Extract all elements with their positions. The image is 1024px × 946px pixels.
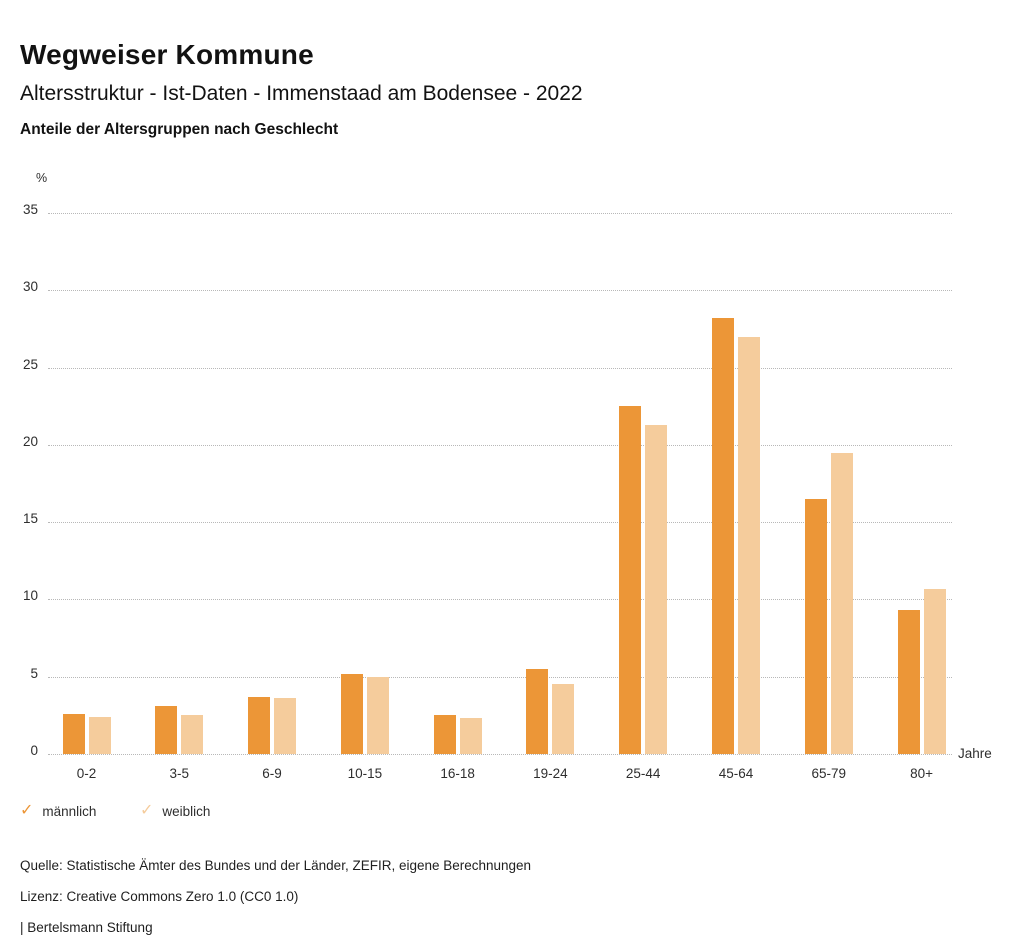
footer-license: Lizenz: Creative Commons Zero 1.0 (CC0 1… bbox=[20, 888, 299, 904]
y-tick-label: 20 bbox=[22, 433, 38, 449]
gridline bbox=[48, 754, 952, 755]
bar-weiblich-65-79 bbox=[830, 452, 853, 754]
bar-maennlich-25-44 bbox=[619, 406, 642, 754]
bar-maennlich-3-5 bbox=[155, 706, 178, 754]
bar-weiblich-16-18 bbox=[459, 718, 482, 754]
y-tick-label: 5 bbox=[30, 665, 38, 681]
bar-weiblich-3-5 bbox=[181, 715, 204, 754]
legend-item-label: männlich bbox=[42, 803, 97, 819]
bar-weiblich-25-44 bbox=[645, 424, 668, 754]
bar-maennlich-45-64 bbox=[711, 318, 734, 754]
gridline bbox=[48, 444, 952, 446]
gridline bbox=[48, 367, 952, 369]
x-tick-label: 6-9 bbox=[262, 766, 282, 781]
x-tick-label: 10-15 bbox=[347, 766, 383, 781]
gridline bbox=[48, 522, 952, 524]
footer-attribution: | Bertelsmann Stiftung bbox=[20, 919, 153, 935]
bar-weiblich-19-24 bbox=[552, 684, 575, 754]
x-tick-label: 45-64 bbox=[718, 766, 754, 781]
footer-source: Quelle: Statistische Ämter des Bundes un… bbox=[20, 857, 532, 873]
y-tick-label: 15 bbox=[22, 511, 38, 527]
y-tick-label: 0 bbox=[30, 743, 38, 758]
bar-weiblich-0-2 bbox=[88, 716, 111, 754]
x-tick-label: 16-18 bbox=[440, 766, 475, 781]
y-tick-label: 10 bbox=[22, 588, 38, 604]
gridline bbox=[48, 212, 952, 214]
bar-maennlich-19-24 bbox=[526, 668, 549, 754]
bar-maennlich-10-15 bbox=[340, 673, 363, 754]
y-tick-label: 30 bbox=[22, 279, 38, 295]
bar-maennlich-0-2 bbox=[62, 713, 85, 754]
gridline bbox=[48, 676, 952, 678]
bar-maennlich-6-9 bbox=[248, 696, 271, 754]
x-tick-label: 80+ bbox=[910, 766, 933, 781]
legend-item-weiblich[interactable]: ✓ weiblich bbox=[140, 803, 210, 819]
x-tick-label: 65-79 bbox=[811, 766, 846, 781]
x-tick-label: 0-2 bbox=[76, 766, 97, 781]
bar-weiblich-80+ bbox=[923, 588, 946, 754]
gridline bbox=[48, 290, 952, 292]
x-tick-label: 19-24 bbox=[533, 766, 568, 781]
x-tick-label: 25-44 bbox=[625, 766, 661, 781]
bar-weiblich-6-9 bbox=[274, 698, 297, 754]
checkmark-icon: ✓ bbox=[20, 802, 34, 819]
checkmark-icon: ✓ bbox=[140, 802, 154, 819]
legend-item-maennlich[interactable]: ✓ männlich bbox=[20, 803, 96, 819]
legend-item-label: weiblich bbox=[162, 803, 211, 819]
page-title: Wegweiser Kommune bbox=[20, 38, 314, 70]
page-subtitle: Altersstruktur - Ist-Daten - Immenstaad … bbox=[20, 82, 583, 106]
bar-maennlich-80+ bbox=[897, 610, 920, 754]
chart-heading: Anteile der Altersgruppen nach Geschlech… bbox=[20, 120, 339, 138]
x-tick-label: 3-5 bbox=[169, 766, 190, 781]
y-tick-label: 35 bbox=[22, 201, 38, 217]
y-tick-label: 25 bbox=[22, 356, 38, 372]
x-axis-unit-label: Jahre bbox=[958, 746, 992, 761]
bar-maennlich-65-79 bbox=[804, 498, 827, 754]
bar-maennlich-16-18 bbox=[433, 715, 456, 754]
bar-weiblich-45-64 bbox=[737, 336, 760, 754]
y-axis-unit-label: % bbox=[36, 171, 48, 185]
gridline bbox=[48, 599, 952, 601]
bar-weiblich-10-15 bbox=[366, 676, 389, 754]
